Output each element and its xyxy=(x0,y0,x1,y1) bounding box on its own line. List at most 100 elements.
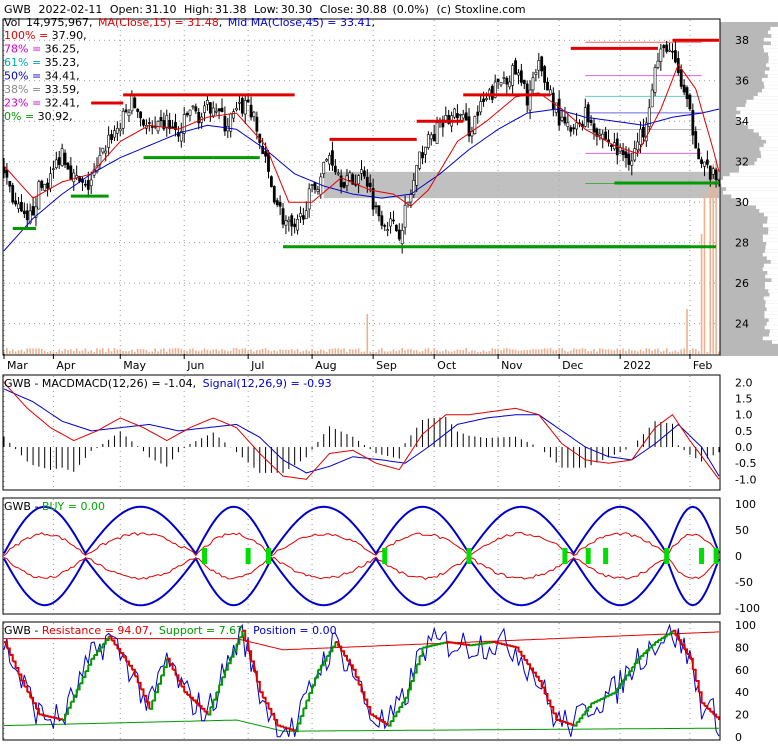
volume-profile-bar xyxy=(769,329,778,333)
candle-body xyxy=(22,210,26,215)
volume-profile-bar xyxy=(771,340,778,344)
candle-body xyxy=(528,89,532,111)
volume-bar xyxy=(645,348,648,354)
buy-marker xyxy=(245,548,251,564)
buy-marker xyxy=(265,548,271,564)
volume-bar xyxy=(366,314,369,354)
stoch-d-step xyxy=(146,701,151,709)
volume-bar xyxy=(325,351,328,354)
candle-body xyxy=(656,60,660,68)
candle-body xyxy=(301,215,305,220)
price-tick-label: 32 xyxy=(735,156,749,169)
candle-body xyxy=(214,110,218,113)
volume-bar xyxy=(549,348,552,354)
volume-bar xyxy=(78,351,81,354)
stoch-d-step xyxy=(62,713,66,721)
stoch-d-step xyxy=(582,710,587,716)
volume-bar xyxy=(427,348,430,354)
volume-profile-bar xyxy=(768,59,778,64)
candle-body xyxy=(348,172,352,181)
stoch-d-step xyxy=(102,640,107,645)
candle-body xyxy=(43,184,47,191)
stoch-d-step xyxy=(131,668,136,677)
stoch-d-step xyxy=(442,641,447,644)
candle-body xyxy=(517,72,520,76)
stoch-d-step xyxy=(53,716,58,719)
volume-bar xyxy=(49,351,52,354)
stoch-d-step xyxy=(364,698,369,707)
stoch-d-step xyxy=(567,722,572,725)
candle-body xyxy=(714,169,718,180)
volume-profile-bar xyxy=(764,48,778,53)
volume-bar xyxy=(174,348,177,354)
fib-pct: 61% = xyxy=(4,56,45,69)
volume-bar xyxy=(665,348,668,354)
candle-body xyxy=(435,122,439,144)
volume-profile-bar xyxy=(757,92,778,97)
stoch-d-step xyxy=(242,629,247,641)
stoch-d-step xyxy=(149,700,154,710)
stoch-d-step xyxy=(509,645,514,648)
volume-profile-bar xyxy=(744,121,778,126)
volume-bar xyxy=(81,350,84,354)
position-label: Position = 0.00 xyxy=(253,624,337,637)
stoch-d-step xyxy=(291,729,296,732)
volume-bar xyxy=(131,349,133,354)
stoch-d-step xyxy=(544,693,549,701)
volume-bar xyxy=(351,349,354,354)
stoch-d-step xyxy=(501,643,505,646)
fib-label: 38% = 33.59, xyxy=(4,83,80,96)
volume-bar xyxy=(110,351,113,354)
candle-body xyxy=(115,128,119,134)
volume-profile-bar xyxy=(763,45,778,49)
candle-body xyxy=(476,111,480,116)
stoch-d-step xyxy=(245,640,250,652)
candle-body xyxy=(514,60,517,75)
volume-bar xyxy=(680,349,683,354)
candle-body xyxy=(598,133,602,136)
buy-marker xyxy=(664,548,670,564)
candle-body xyxy=(644,122,648,142)
candle-body xyxy=(278,201,282,207)
volume-bar xyxy=(17,350,20,354)
volume-bar xyxy=(497,348,499,354)
candle-body xyxy=(264,151,267,157)
volume-bar xyxy=(20,349,23,354)
volume-bar xyxy=(11,349,14,354)
candle-body xyxy=(179,131,183,142)
high-label: High: xyxy=(184,3,213,16)
stoch-d-step xyxy=(137,681,142,690)
volume-bar xyxy=(163,348,165,354)
volume-bar xyxy=(444,349,447,354)
candle-body xyxy=(211,107,215,117)
stoch-d-step xyxy=(105,636,110,642)
stoch-d-step xyxy=(163,658,168,669)
candle-body xyxy=(208,102,212,114)
volume-bar xyxy=(439,351,441,354)
buy-tick-label: -50 xyxy=(735,576,753,589)
volume-bar xyxy=(139,349,142,354)
volume-bar xyxy=(168,348,171,354)
stoch-d-step xyxy=(503,643,508,646)
candle-body xyxy=(238,101,241,104)
candle-body xyxy=(624,151,628,159)
volume-profile-bar xyxy=(770,260,778,264)
candle-body xyxy=(165,115,169,128)
candle-body xyxy=(409,194,413,203)
volume-bar xyxy=(299,351,302,354)
fib-label: 78% = 36.25, xyxy=(4,43,80,56)
month-label: Jun xyxy=(186,359,204,372)
buy-marker xyxy=(699,548,705,564)
volume-profile-bar xyxy=(766,307,778,312)
candle-body xyxy=(243,100,247,115)
volume-bar xyxy=(503,348,505,354)
stoch-d-step xyxy=(521,654,526,661)
candle-body xyxy=(188,109,192,116)
candle-body xyxy=(575,122,578,130)
volume-profile-bar xyxy=(763,296,778,301)
stoch-d-step xyxy=(422,646,427,649)
volume-bar xyxy=(485,351,488,354)
candle-body xyxy=(711,168,715,175)
volume-bar xyxy=(511,349,514,354)
volume-bar xyxy=(340,349,342,354)
